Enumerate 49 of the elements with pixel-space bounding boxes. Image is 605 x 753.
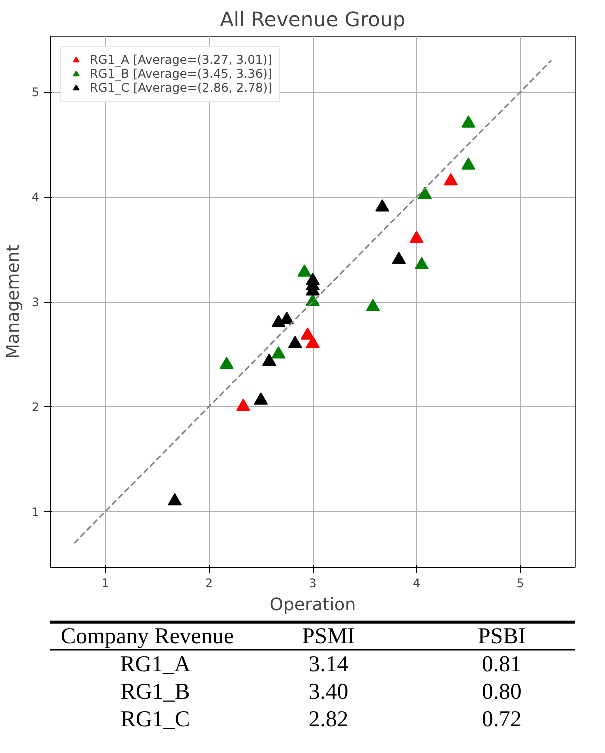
text: RG1_C <box>120 706 190 732</box>
x-axis-title: Operation <box>270 596 356 616</box>
point <box>168 493 182 506</box>
y-tick-label: 5 <box>32 86 40 100</box>
point <box>300 328 315 340</box>
point <box>306 336 320 348</box>
point <box>298 264 312 277</box>
text: 2.82 <box>308 706 349 732</box>
text: 0.72 <box>482 706 522 732</box>
x-tick-label: 1 <box>102 576 110 590</box>
text: RG1_A <box>120 651 192 676</box>
point <box>418 186 432 200</box>
point <box>376 200 390 212</box>
text: 0.81 <box>482 651 522 676</box>
y-tick-label: 2 <box>32 400 40 414</box>
point <box>262 354 276 366</box>
point <box>444 173 458 186</box>
text: 0.80 <box>482 678 522 704</box>
legend-label: RG1_B [Average=(3.45, 3.36)] <box>90 67 272 81</box>
x-tick-label: 2 <box>205 576 214 590</box>
y-axis-title: Management <box>4 244 24 360</box>
point <box>254 392 268 405</box>
point <box>288 336 302 348</box>
text: PSBI <box>478 624 526 649</box>
point <box>392 252 406 264</box>
point <box>236 398 250 412</box>
point <box>280 312 294 324</box>
text: 3.14 <box>308 651 349 676</box>
text: RG1_B <box>120 678 190 704</box>
point <box>462 158 476 170</box>
x-tick-label: 3 <box>309 576 317 590</box>
y-tick-label: 1 <box>32 505 40 520</box>
x-tick-label: 5 <box>516 576 524 590</box>
point <box>272 346 286 359</box>
text: 3.40 <box>308 678 349 704</box>
legend-label: RG1_C [Average=(2.86, 2.78)] <box>90 81 273 95</box>
chart-title: All Revenue Group <box>220 8 406 32</box>
point <box>306 273 320 286</box>
text: PSMI <box>302 624 356 649</box>
point <box>410 231 424 244</box>
point <box>462 116 476 128</box>
legend-label: RG1_A [Average=(3.27, 3.01)] <box>90 53 272 67</box>
point <box>414 257 429 270</box>
x-tick-label: 4 <box>412 576 421 590</box>
point <box>366 299 380 312</box>
y-tick-label: 4 <box>32 190 40 205</box>
point <box>220 356 234 370</box>
y-tick-label: 3 <box>32 296 40 310</box>
text: Company Revenue <box>61 624 234 649</box>
